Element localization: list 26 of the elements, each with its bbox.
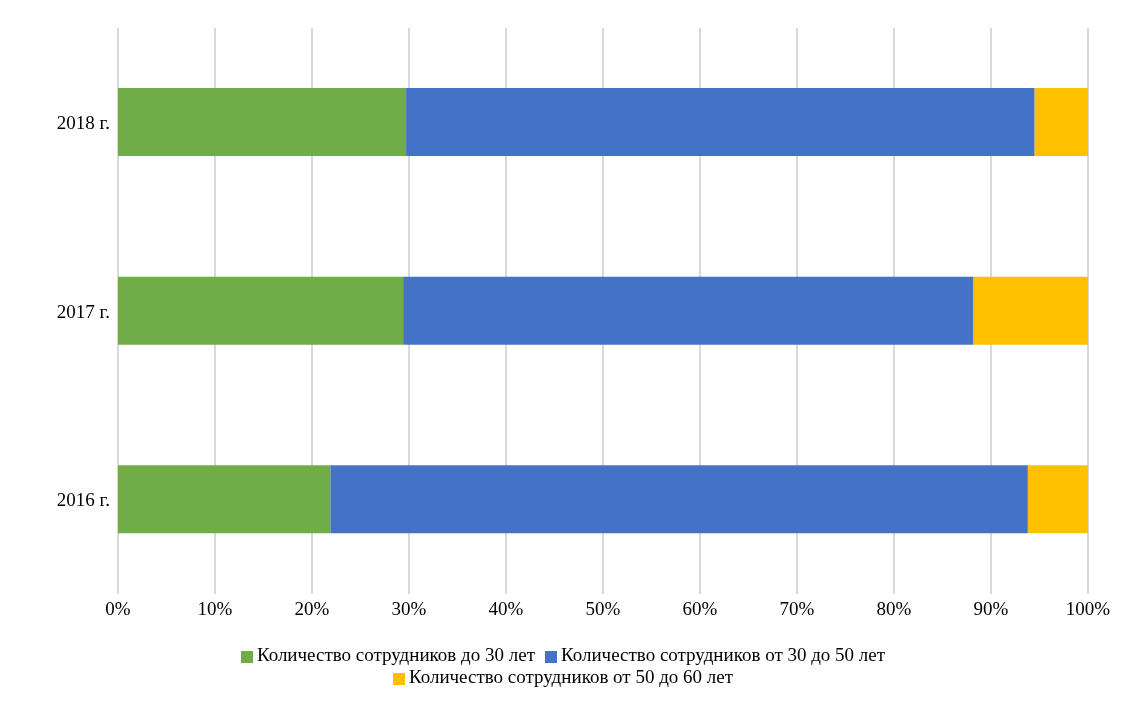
legend-label: Количество сотрудников до 30 лет: [256, 644, 535, 665]
y-tick-label: 2018 г.: [56, 112, 110, 134]
x-tick-label: 50%: [585, 598, 621, 620]
x-tick-label: 0%: [105, 598, 131, 620]
y-tick-label: 2016 г.: [56, 489, 110, 511]
bar: [973, 276, 1088, 345]
legend-label: Количество сотрудников от 30 до 50 лет: [560, 644, 886, 665]
x-tick-label: 20%: [294, 598, 330, 620]
bar: [403, 276, 974, 345]
x-tick-label: 60%: [682, 598, 718, 620]
bar: [1027, 465, 1088, 534]
bar: [330, 465, 1028, 534]
x-tick-label: 10%: [197, 598, 233, 620]
bar: [406, 88, 1035, 156]
bar: [1034, 88, 1088, 156]
x-tick-label: 100%: [1065, 598, 1111, 620]
bar: [118, 276, 404, 345]
x-tick-label: 90%: [973, 598, 1009, 620]
bar: [118, 88, 407, 156]
x-tick-label: 80%: [876, 598, 912, 620]
bar: [118, 465, 331, 534]
legend-label: Количество сотрудников от 50 до 60 лет: [408, 666, 734, 687]
x-tick-label: 30%: [391, 598, 427, 620]
y-tick-label: 2017 г.: [56, 300, 110, 322]
x-tick-label: 40%: [488, 598, 524, 620]
x-tick-label: 70%: [779, 598, 815, 620]
